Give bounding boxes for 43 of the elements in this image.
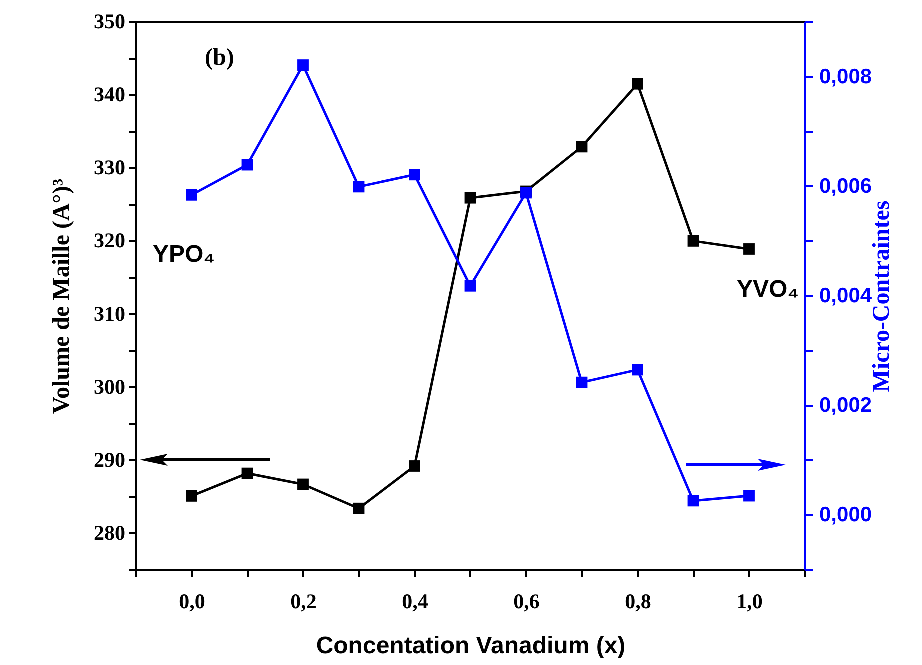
point [744,490,755,502]
y-tick-label: 290 [94,448,126,472]
y2-tick-label: 0,002 [820,394,872,418]
point [744,244,755,255]
point [186,189,198,201]
point [242,159,254,171]
annotation: YVO₄ [737,276,800,303]
point [353,502,365,514]
x-tick-label: 0,2 [290,590,317,614]
x-tick-label: 0,0 [179,590,206,614]
y2-tick-label: 0,006 [820,174,872,198]
x-axis-title: Concentation Vanadium (x) [316,632,626,660]
y2-tick-label: 0,000 [820,504,872,527]
x-tick-label: 0,8 [625,590,652,614]
point [576,376,588,388]
x-tick-label: 0,4 [402,590,429,614]
point [298,60,309,71]
y-axis-title: Volume de Maille (A°)³ [49,178,75,414]
y-tick-label: 340 [94,82,126,107]
point [688,495,700,507]
point [353,181,365,193]
y-tick-label: 300 [94,374,126,399]
y-tick-label: 320 [94,228,126,253]
annotation: (b) [205,45,234,71]
point [688,236,700,247]
y-tick-label: 350 [94,10,126,34]
point [464,192,476,204]
annotation: YPO₄ [153,241,216,268]
point [409,460,420,472]
point [576,141,588,153]
point [409,169,420,181]
point [242,468,254,480]
x-tick-label: 1,0 [736,590,763,614]
y-tick-label: 330 [94,156,126,180]
point [186,490,198,502]
point [632,78,644,90]
y-tick-label: 280 [94,520,126,545]
point [632,364,644,376]
point [298,478,309,490]
y2-tick-label: 0,008 [820,65,872,88]
x-tick-label: 0,6 [514,590,540,614]
y-tick-label: 310 [94,302,126,326]
point [464,280,476,292]
